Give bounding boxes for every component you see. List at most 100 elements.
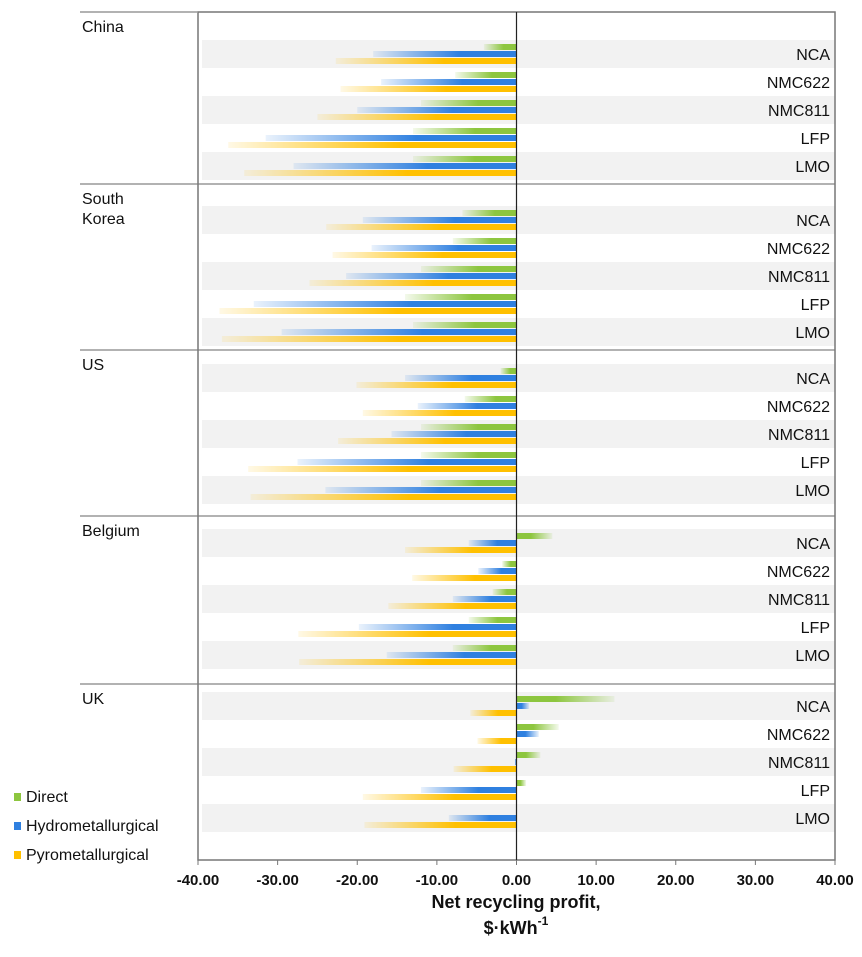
bar (462, 210, 517, 216)
bar (405, 547, 517, 553)
category-label: LFP (801, 297, 830, 314)
bar (514, 759, 517, 765)
category-label: NMC811 (768, 269, 830, 286)
bar (340, 86, 517, 92)
bar (221, 336, 517, 342)
category-label: NMC811 (768, 103, 830, 120)
panel-title-line: South (82, 191, 124, 208)
row-band (202, 40, 835, 68)
bar (405, 375, 517, 381)
bar (492, 589, 517, 595)
unit-exp: -1 (538, 914, 549, 928)
bar (297, 459, 517, 465)
bar (335, 58, 517, 64)
bar (420, 424, 517, 430)
row-band (202, 206, 835, 234)
bar (388, 603, 517, 609)
bar (455, 72, 517, 78)
bar (299, 659, 517, 665)
bar (219, 308, 517, 314)
bar (516, 724, 559, 730)
bar (453, 766, 517, 772)
x-tick-label: 20.00 (657, 872, 695, 889)
bar (420, 480, 517, 486)
bar (412, 128, 517, 134)
row-band (202, 96, 835, 124)
panel-title: US (82, 357, 104, 374)
bar (248, 466, 517, 472)
row-band (202, 420, 835, 448)
bar (362, 794, 517, 800)
bar (362, 217, 517, 223)
bar (516, 780, 527, 786)
bar (386, 652, 517, 658)
bar (516, 533, 553, 539)
bar (298, 631, 517, 637)
x-tick-label: -40.00 (177, 872, 220, 889)
bar (373, 51, 517, 57)
bar (516, 696, 615, 702)
panel-title: Belgium (82, 523, 140, 540)
bar (420, 787, 517, 793)
bar (464, 396, 517, 402)
legend-swatch (14, 793, 21, 801)
panel-title-line: US (82, 357, 104, 374)
row-band (202, 262, 835, 290)
bar (325, 487, 517, 493)
bar (338, 438, 517, 444)
panel-title-line: Belgium (82, 523, 140, 540)
bar (500, 368, 517, 374)
category-label: NMC622 (767, 75, 830, 92)
bar (452, 238, 517, 244)
category-label: LMO (795, 811, 830, 828)
bar (502, 561, 517, 567)
bar (516, 731, 539, 737)
category-label: NMC622 (767, 564, 830, 581)
bar (364, 822, 517, 828)
bar (420, 100, 517, 106)
category-label: LFP (801, 620, 830, 637)
category-label: LFP (801, 131, 830, 148)
bar (477, 738, 517, 744)
bar (244, 170, 517, 176)
legend-label: Hydrometallurgical (26, 818, 159, 835)
category-label: NCA (796, 699, 830, 716)
row-band (202, 804, 835, 832)
row-band (202, 641, 835, 669)
category-label: NCA (796, 47, 830, 64)
bar (412, 322, 517, 328)
bar (483, 44, 517, 50)
unit: $·kWh (484, 918, 538, 938)
legend-label: Direct (26, 789, 68, 806)
bar (381, 79, 517, 85)
bar (420, 266, 517, 272)
bar (470, 710, 517, 716)
bar (417, 403, 517, 409)
category-label: NCA (796, 371, 830, 388)
bar (452, 596, 517, 602)
bar (358, 624, 517, 630)
panel-title: South Korea (82, 191, 125, 228)
bar (309, 280, 517, 286)
bar (228, 142, 517, 148)
bar (516, 752, 541, 758)
x-tick-label: 40.00 (816, 872, 854, 889)
panel-title-line: China (82, 19, 124, 36)
x-tick-label: 30.00 (737, 872, 775, 889)
panel-title: UK (82, 691, 105, 708)
bar (371, 245, 517, 251)
legend-swatch (14, 851, 21, 859)
bar (452, 645, 517, 651)
bar (420, 452, 517, 458)
bar (281, 329, 517, 335)
category-label: LMO (795, 648, 830, 665)
category-label: NMC811 (768, 427, 830, 444)
category-label: NMC811 (768, 755, 830, 772)
x-tick-label: -20.00 (336, 872, 379, 889)
bar (412, 575, 517, 581)
bar (265, 135, 517, 141)
category-label: NCA (796, 213, 830, 230)
legend-label: Pyrometallurgical (26, 847, 149, 864)
bar (357, 107, 517, 113)
